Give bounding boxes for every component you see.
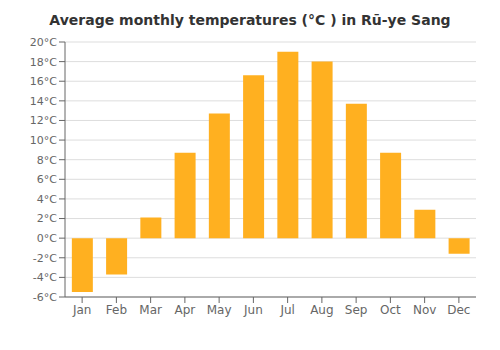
svg-text:4°C: 4°C — [37, 193, 57, 206]
svg-text:Aug: Aug — [310, 303, 333, 317]
svg-text:Dec: Dec — [447, 303, 470, 317]
svg-text:Oct: Oct — [380, 303, 401, 317]
svg-text:18°C: 18°C — [30, 56, 57, 69]
svg-text:14°C: 14°C — [30, 95, 57, 108]
svg-text:10°C: 10°C — [30, 134, 57, 147]
svg-text:6°C: 6°C — [37, 173, 57, 186]
svg-text:12°C: 12°C — [30, 114, 57, 127]
html-text:Average monthly temperatures (: Average monthly temperatures (°C ) in Rū… — [49, 12, 451, 28]
svg-text:Nov: Nov — [413, 303, 436, 317]
svg-text:20°C: 20°C — [30, 36, 57, 49]
svg-text:Jun: Jun — [243, 303, 263, 317]
svg-text:Mar: Mar — [139, 303, 162, 317]
svg-text:-4°C: -4°C — [33, 271, 57, 284]
svg-text:-6°C: -6°C — [33, 291, 57, 304]
svg-text:16°C: 16°C — [30, 75, 57, 88]
svg-text:Apr: Apr — [174, 303, 195, 317]
svg-text:Feb: Feb — [106, 303, 127, 317]
svg-text:Sep: Sep — [345, 303, 368, 317]
svg-text:0°C: 0°C — [37, 232, 57, 245]
svg-text:Jul: Jul — [279, 303, 294, 317]
svg-text:-2°C: -2°C — [33, 252, 57, 265]
svg-text:May: May — [207, 303, 232, 317]
svg-text:8°C: 8°C — [37, 154, 57, 167]
svg-text:Jan: Jan — [72, 303, 92, 317]
svg-text:2°C: 2°C — [37, 212, 57, 225]
